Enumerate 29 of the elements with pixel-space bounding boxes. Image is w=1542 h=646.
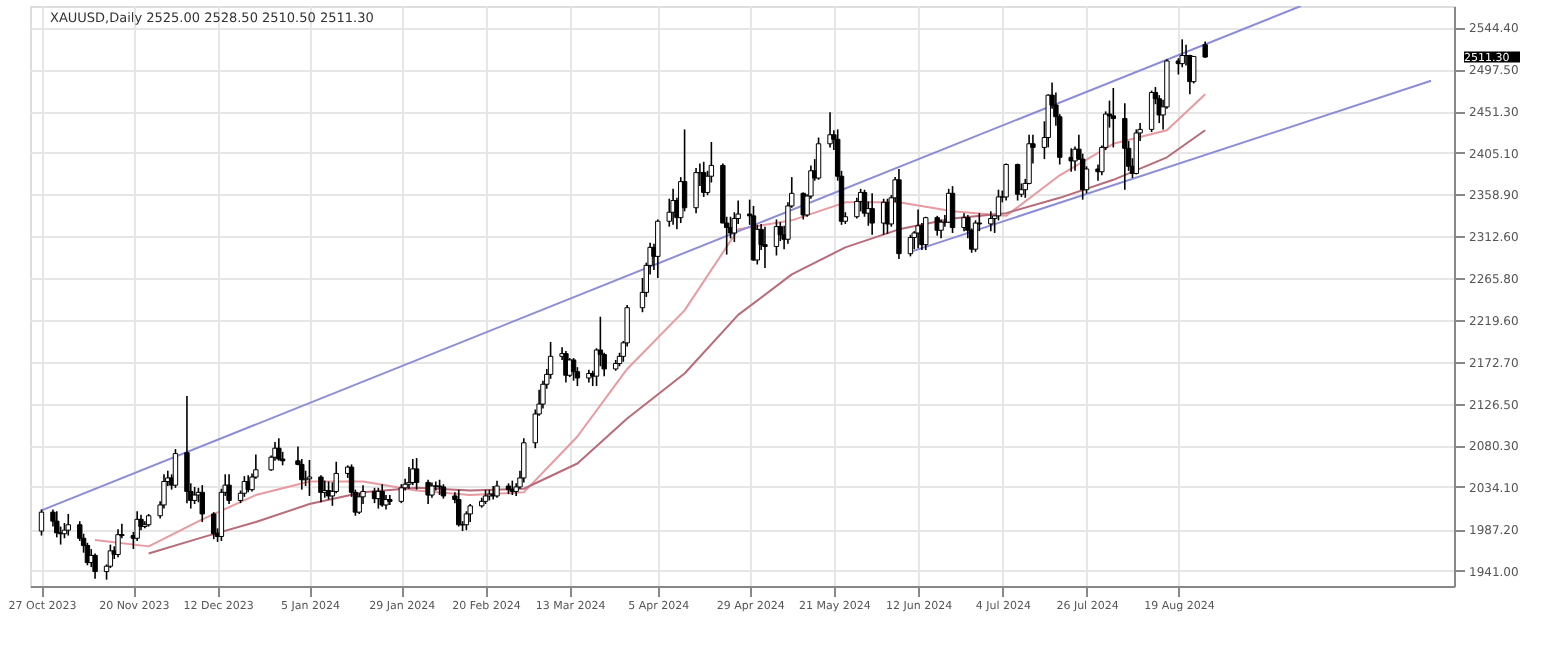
candlestick [413,457,420,491]
candlestick [276,437,282,462]
candlestick [1122,102,1128,191]
candlestick [972,219,979,253]
candlestick [1148,89,1155,133]
candlestick [949,185,956,234]
candlestick [379,483,385,508]
candlestick [467,503,473,523]
candlestick [570,357,577,382]
candlestick [869,192,875,236]
candlestick [161,473,167,510]
candlestick [356,492,362,515]
candlestick [398,483,405,504]
candlestick [655,218,661,279]
candlestick [38,508,45,537]
candlestick [1133,128,1139,176]
candlestick [923,215,929,251]
candlestick [318,474,324,504]
candlestick [184,395,190,504]
candlestick [1110,87,1117,149]
candlestick [521,437,527,484]
candlestick [854,197,860,220]
candlestick [693,167,699,214]
candlestick [762,225,768,269]
candlestick [92,552,98,580]
candlestick [666,197,672,228]
candlestick [65,513,71,537]
candlestick [907,233,914,258]
candlestick [574,366,581,387]
